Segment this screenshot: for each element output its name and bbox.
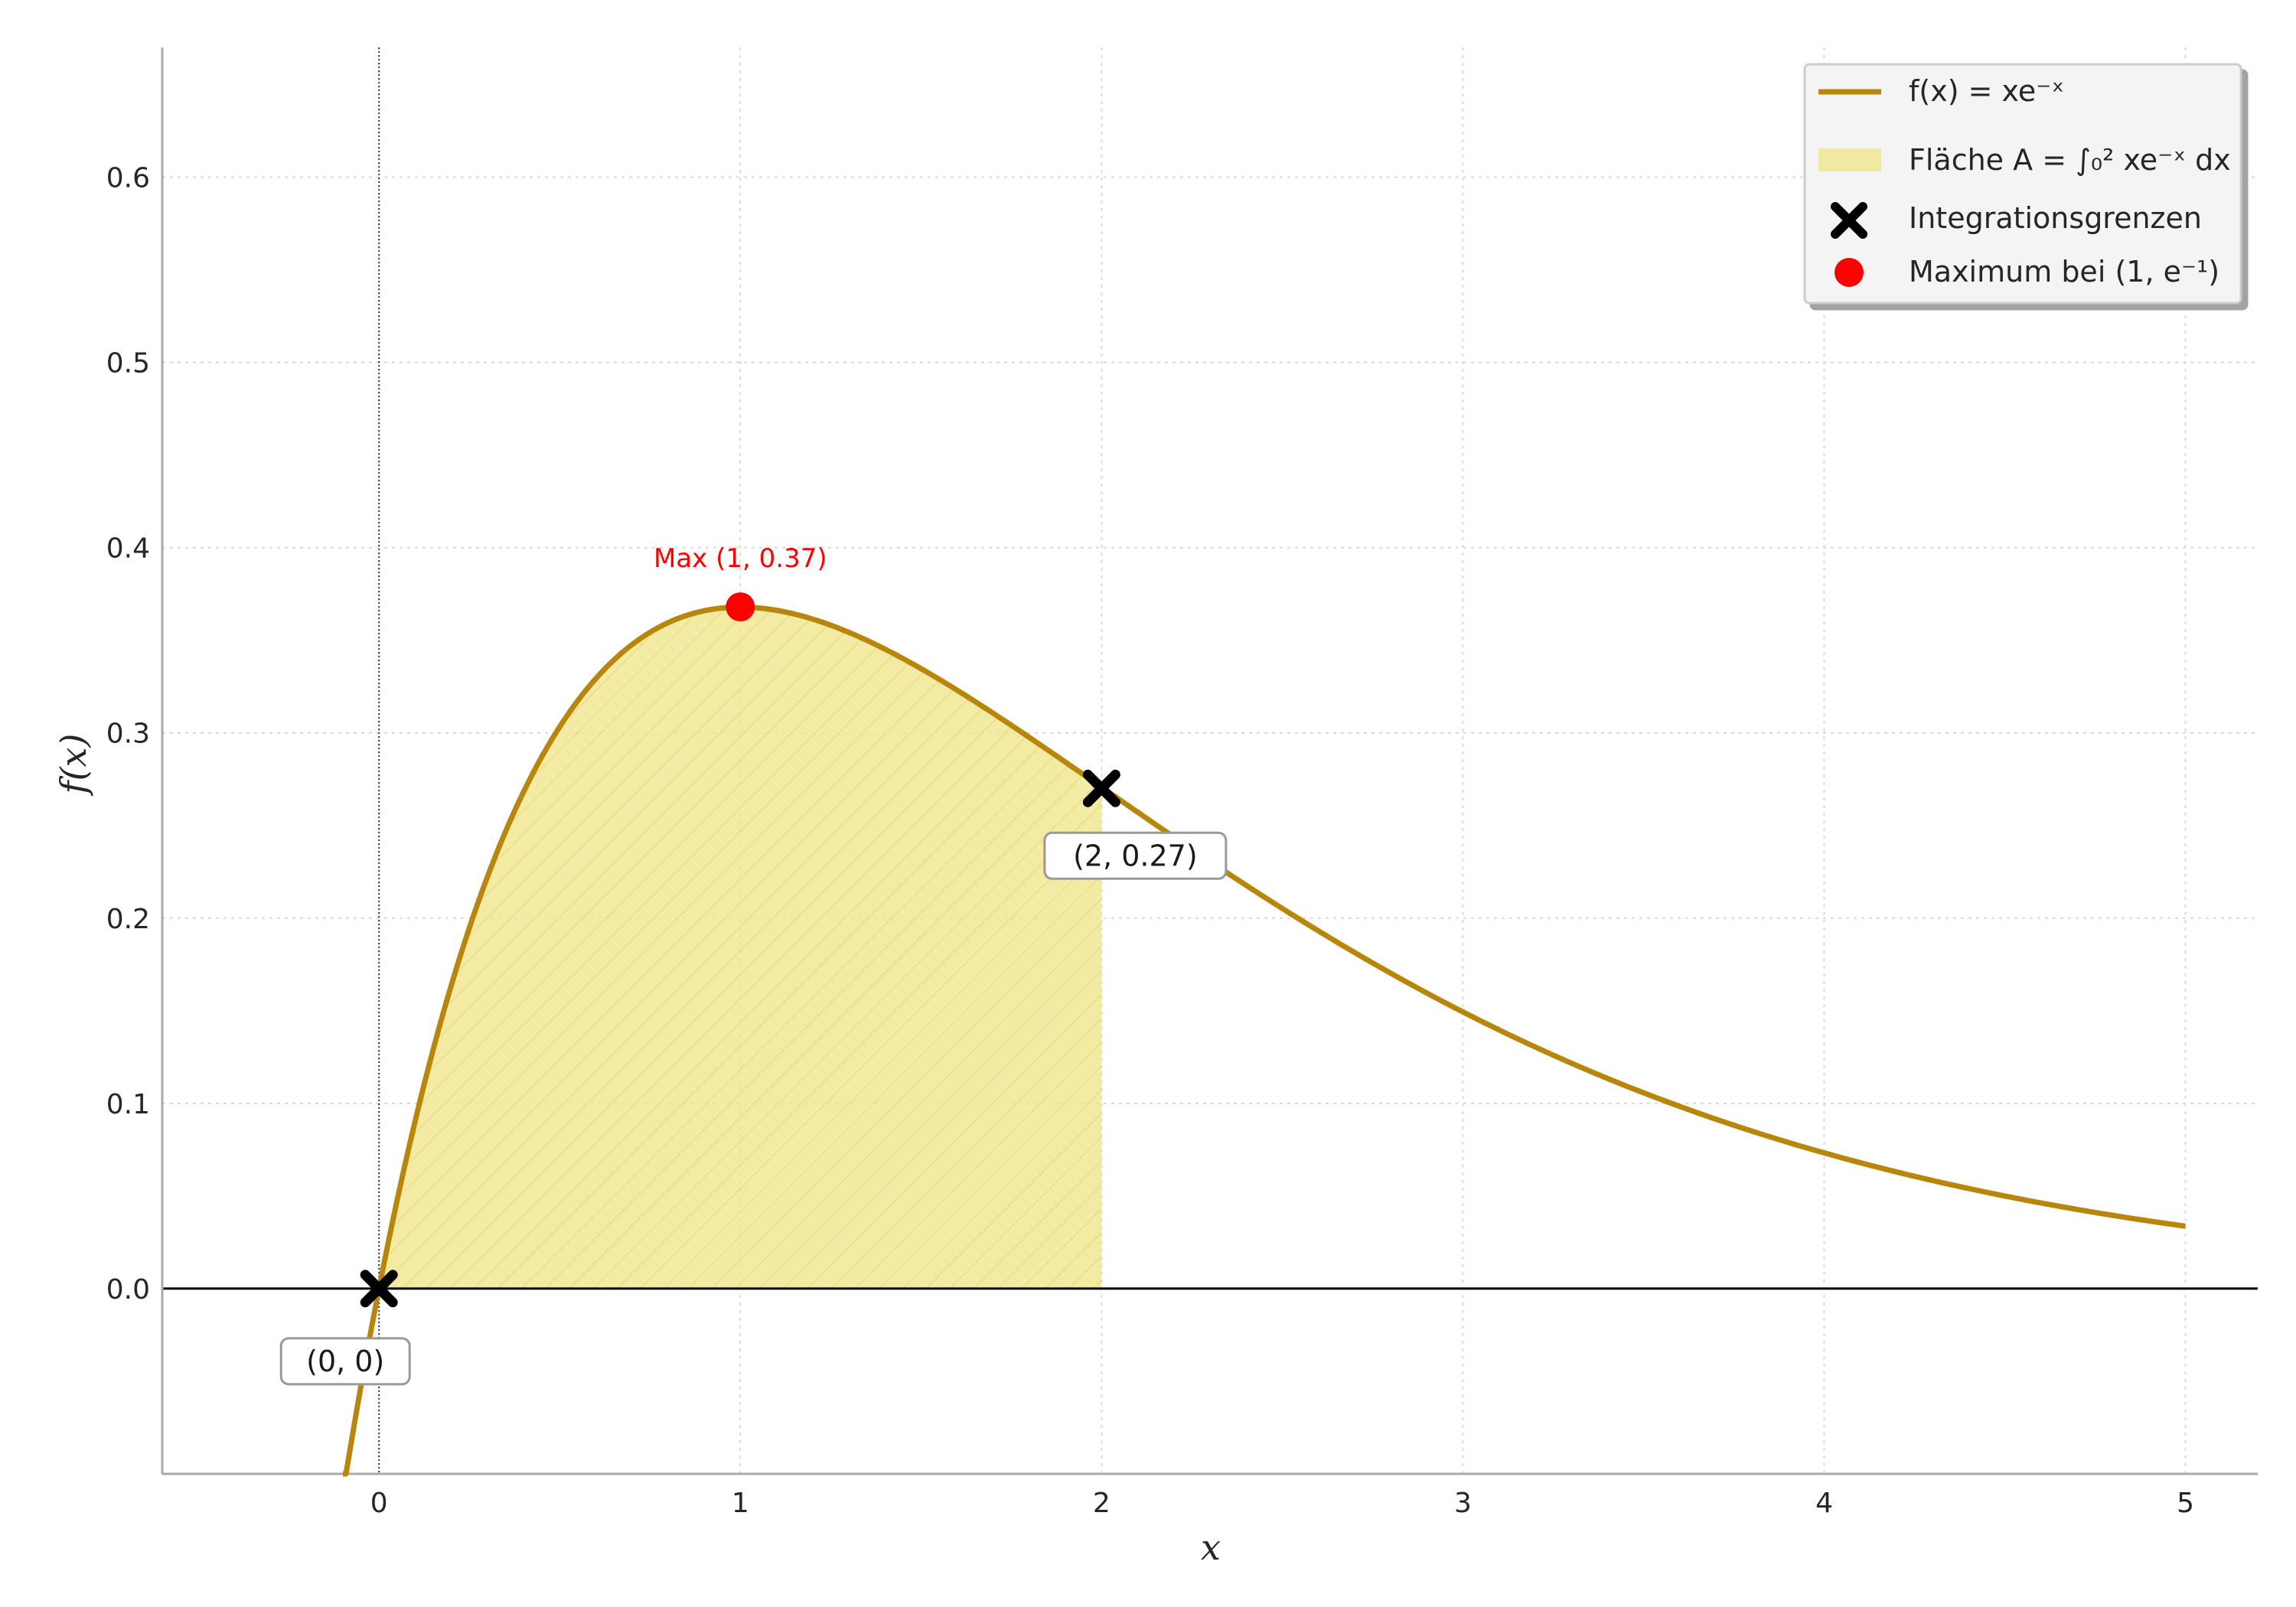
y-tick-label: 0.4 xyxy=(106,533,150,565)
x-tick-label: 5 xyxy=(2177,1488,2194,1519)
legend-x-marker-icon xyxy=(1831,202,1867,239)
series-layer xyxy=(343,604,2187,1477)
x-tick-label: 2 xyxy=(1093,1488,1110,1519)
y-tick-label: 0.0 xyxy=(106,1274,150,1305)
y-tick-label: 0.3 xyxy=(106,719,150,750)
legend: f(x) = xe⁻ˣ Fläche A = ∫₀² xe⁻ˣ dx Integ… xyxy=(1803,63,2242,305)
series-line-0 xyxy=(343,604,2187,1477)
marker-stroke xyxy=(360,1270,398,1308)
markers-layer xyxy=(360,592,1120,1308)
legend-entry-maximum: Maximum bei (1, e⁻¹) xyxy=(1909,255,2219,288)
x-tick-label: 3 xyxy=(1454,1488,1472,1519)
legend-frame xyxy=(1803,63,2242,305)
area-hatch xyxy=(379,607,1102,1289)
annotation-upper-limit-box xyxy=(1043,831,1228,880)
y-tick-label: 0.1 xyxy=(106,1089,150,1120)
y-tick-label: 0.2 xyxy=(106,904,150,935)
y-axis-label: f(x) xyxy=(53,734,94,797)
x-tick-label: 1 xyxy=(732,1488,749,1519)
annotation-maximum: Max (1, 0.37) xyxy=(654,543,827,574)
limit-x-marker xyxy=(1082,769,1120,807)
limit-x-marker xyxy=(360,1270,398,1308)
area-layer xyxy=(379,607,1102,1289)
axes xyxy=(161,47,2258,1475)
annotation-origin-box xyxy=(279,1337,411,1386)
labels-layer: (0, 0) (2, 0.27) Max (1, 0.37) xyxy=(279,543,1228,1386)
y-tick-label: 0.5 xyxy=(106,348,150,380)
legend-entry-area: Fläche A = ∫₀² xe⁻ˣ dx xyxy=(1909,143,2231,177)
x-axis-label: x xyxy=(1201,1527,1221,1568)
ticks: 0 1 2 3 4 5 0.0 0.1 0.2 0.3 0.4 0.5 0.6 xyxy=(106,162,2194,1519)
marker-stroke xyxy=(1082,769,1120,807)
legend-entry-limits: Integrationsgrenzen xyxy=(1909,201,2202,235)
maximum-point-marker xyxy=(726,592,755,622)
x-tick-label: 4 xyxy=(1815,1488,1833,1519)
legend-area-swatch xyxy=(1818,148,1881,171)
y-tick-label: 0.6 xyxy=(106,162,150,194)
annotation-origin: (0, 0) xyxy=(306,1345,384,1378)
legend-circle-marker-icon xyxy=(1835,258,1864,287)
x-tick-label: 0 xyxy=(370,1488,388,1519)
legend-entry-function: f(x) = xe⁻ˣ xyxy=(1909,74,2064,108)
annotation-upper-limit: (2, 0.27) xyxy=(1073,839,1198,872)
